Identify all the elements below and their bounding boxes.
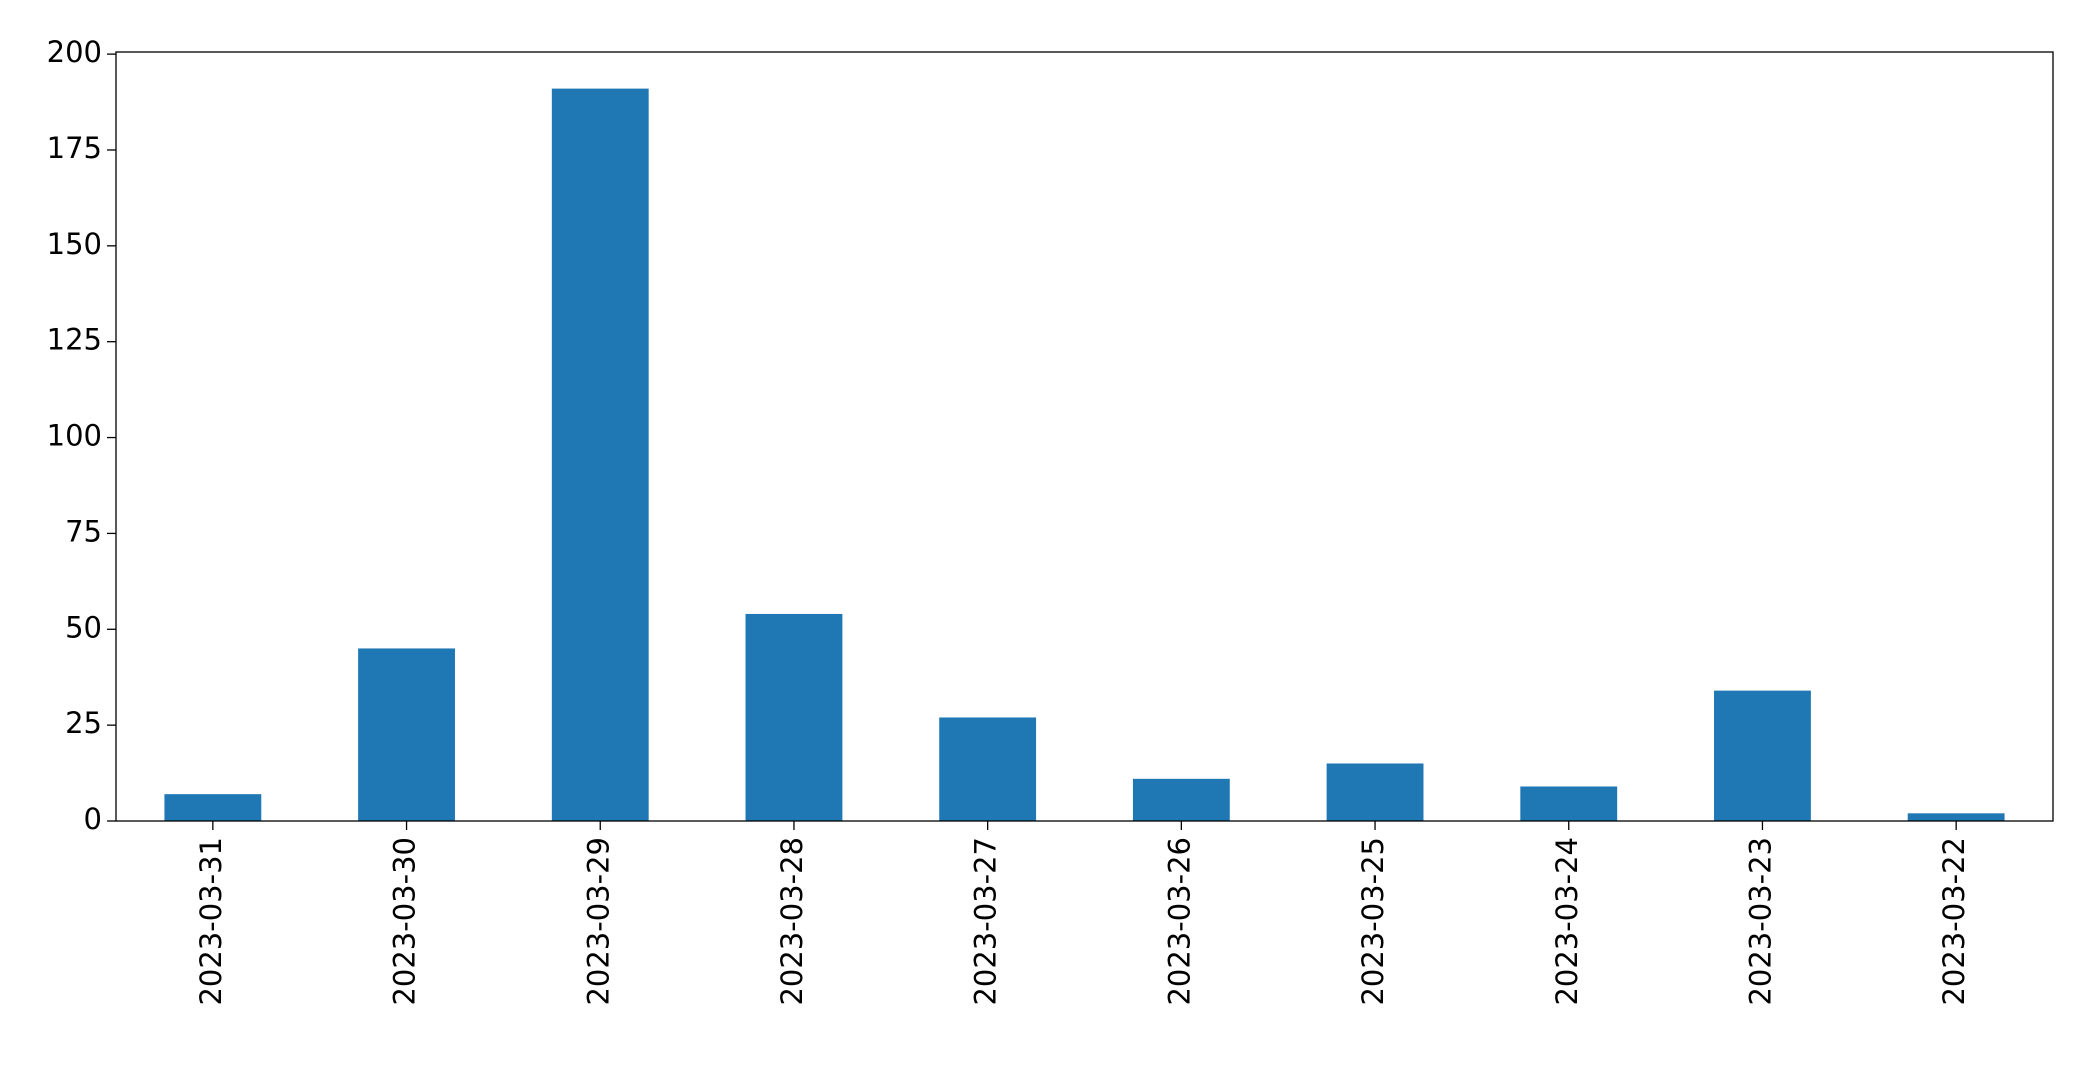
bar	[1714, 690, 1811, 821]
bar	[1132, 778, 1230, 821]
plot-frame	[115, 51, 2054, 822]
y-tick-label: 0	[84, 802, 102, 836]
y-tick-label: 100	[47, 419, 102, 453]
bar	[745, 613, 843, 821]
y-tick-label: 50	[65, 610, 102, 644]
x-tick-label: 2023-03-25	[1356, 837, 1390, 1006]
x-tick-label: 2023-03-26	[1162, 837, 1196, 1006]
x-tick-label: 2023-03-31	[194, 837, 228, 1006]
y-tick-label: 175	[47, 131, 102, 165]
y-tick-label: 200	[47, 35, 102, 69]
x-tick-label: 2023-03-28	[775, 837, 809, 1006]
x-tick-label: 2023-03-22	[1937, 837, 1971, 1006]
bar	[1326, 763, 1424, 821]
bar	[939, 717, 1037, 821]
x-tick-label: 2023-03-23	[1743, 837, 1777, 1006]
x-tick-label: 2023-03-24	[1550, 837, 1584, 1006]
x-tick-label: 2023-03-29	[581, 837, 615, 1006]
bar	[358, 648, 455, 821]
y-tick-label: 25	[65, 706, 102, 740]
bar	[551, 88, 649, 822]
bar	[1520, 786, 1618, 821]
bar	[1907, 813, 2005, 821]
bar	[164, 794, 262, 821]
y-tick-label: 75	[65, 514, 102, 548]
x-tick-label: 2023-03-30	[388, 837, 422, 1006]
y-tick-label: 150	[47, 227, 102, 261]
y-tick-label: 125	[47, 323, 102, 357]
x-tick-label: 2023-03-27	[969, 837, 1003, 1006]
